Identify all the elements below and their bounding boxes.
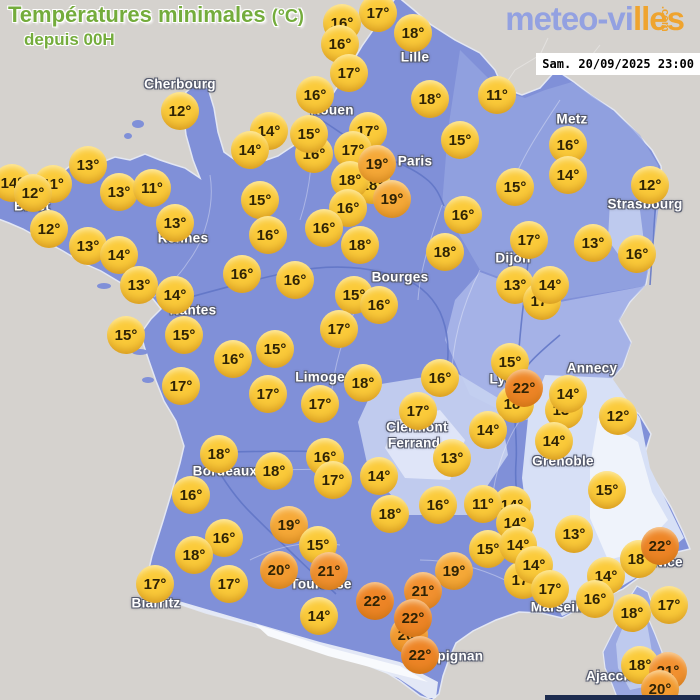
logo-com-suffix: .com xyxy=(659,6,672,32)
map-header: Températures minimales (°C) depuis 00H xyxy=(8,2,304,50)
page-title-unit: (°C) xyxy=(271,6,304,26)
region-shade-pyrenees xyxy=(148,592,438,698)
region-shade-alps-core xyxy=(590,418,668,560)
timestamp-badge: Sam. 20/09/2025 23:00 xyxy=(536,53,700,75)
page-subtitle: depuis 00H xyxy=(24,30,115,49)
meteo-villes-logo[interactable]: meteo-villes .com xyxy=(505,0,685,38)
region-shade-pyrenees-ridge xyxy=(255,624,428,682)
logo-text-orange: lles xyxy=(632,0,685,37)
page-title-text: Températures minimales xyxy=(8,2,266,27)
page-title: Températures minimales (°C) xyxy=(8,2,304,28)
bottom-edge-strip xyxy=(545,695,700,700)
logo-text-blue: meteo-vi xyxy=(505,0,634,37)
